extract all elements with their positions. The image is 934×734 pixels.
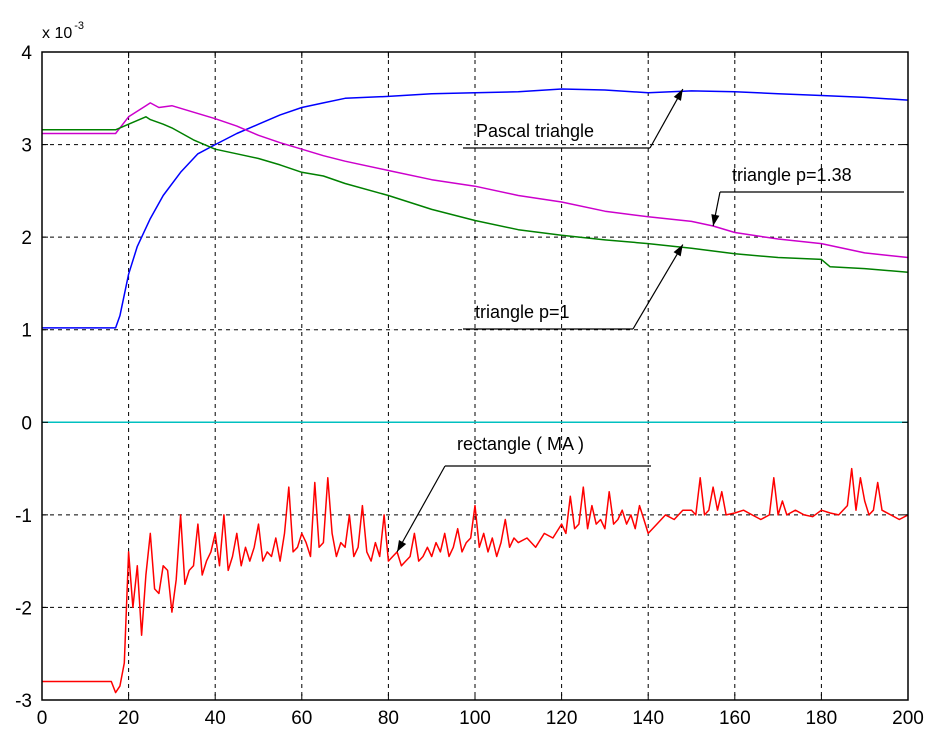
y-tick-label: 3 bbox=[21, 136, 32, 157]
annotation-arrowhead bbox=[673, 89, 683, 101]
y-exponent-label: x 10 -3 bbox=[42, 20, 84, 42]
annotation-arrow-line bbox=[632, 244, 684, 330]
annotation: triangle p=1.38 bbox=[711, 165, 904, 227]
y-tick-label: -1 bbox=[15, 506, 32, 527]
x-tick-label: 120 bbox=[546, 708, 578, 729]
annotation: triangle p=1 bbox=[463, 244, 684, 330]
annotation-text: rectangle ( MA ) bbox=[457, 434, 584, 454]
x-tick-label: 180 bbox=[806, 708, 838, 729]
annotation-text: triangle p=1.38 bbox=[732, 165, 852, 185]
annotation-arrow-line bbox=[396, 465, 446, 553]
x-tick-label: 100 bbox=[459, 708, 491, 729]
ticks: 0 20 40 60 80 100 120 140 160 180 200 -3 -2 -1 0 1 2 3 4 bbox=[15, 43, 924, 729]
annotation-arrowhead bbox=[673, 244, 683, 257]
series-layer bbox=[42, 88, 909, 694]
annotation-text: Pascal triangle bbox=[476, 121, 594, 141]
pascal-triangle-line bbox=[42, 88, 909, 329]
y-tick-label: -2 bbox=[15, 598, 32, 619]
y-tick-label: -3 bbox=[15, 691, 32, 712]
x-tick-label: 200 bbox=[892, 708, 924, 729]
annotation: rectangle ( MA ) bbox=[396, 434, 651, 553]
x-tick-label: 40 bbox=[205, 708, 226, 729]
rectangle-ma-line bbox=[42, 467, 909, 694]
x-tick-label: 20 bbox=[118, 708, 139, 729]
y-tick-label: 0 bbox=[21, 413, 32, 434]
y-tick-label: 2 bbox=[21, 228, 32, 249]
x-tick-label: 0 bbox=[37, 708, 48, 729]
annotation-arrowhead bbox=[397, 540, 407, 552]
annotations: Pascal triangle triangle p=1.38 triangle p… bbox=[396, 88, 904, 553]
x-tick-label: 160 bbox=[719, 708, 751, 729]
y-tick-label: 4 bbox=[21, 43, 32, 64]
triangle-p1-line bbox=[42, 116, 909, 274]
annotation-arrowhead bbox=[711, 214, 720, 227]
y-exponent-power: -3 bbox=[74, 20, 84, 32]
y-tick-label: 1 bbox=[21, 321, 32, 342]
x-tick-label: 60 bbox=[291, 708, 312, 729]
annotation: Pascal triangle bbox=[463, 88, 684, 149]
x-tick-label: 80 bbox=[378, 708, 399, 729]
grid bbox=[42, 52, 908, 700]
x-tick-label: 140 bbox=[632, 708, 664, 729]
triangle-p138-line bbox=[42, 102, 909, 259]
annotation-text: triangle p=1 bbox=[475, 302, 570, 322]
